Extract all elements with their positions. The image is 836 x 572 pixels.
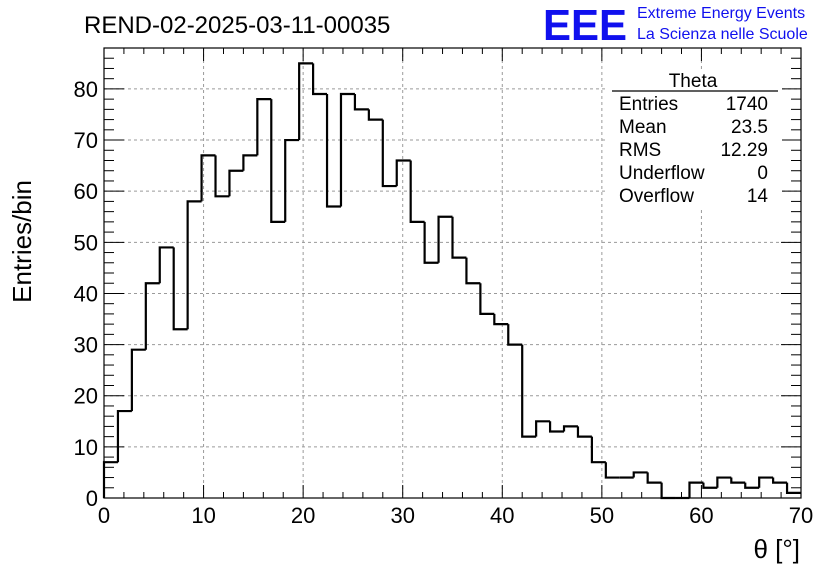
y-tick-label: 10 (74, 435, 98, 460)
stats-row-value: 23.5 (731, 117, 768, 138)
histogram-bin (423, 221, 439, 264)
histogram-bin (604, 462, 620, 479)
histogram-bin (507, 324, 523, 346)
histogram-bin (590, 436, 606, 464)
histogram-bins (102, 62, 801, 500)
stats-row-value: 1740 (726, 94, 768, 115)
y-tick-label: 0 (86, 486, 98, 511)
histogram-bin (479, 283, 495, 316)
histogram-bin (688, 481, 704, 498)
histogram-bin (325, 94, 341, 208)
histogram-bin (214, 155, 230, 198)
histogram-bin (409, 160, 425, 223)
x-tick-labels: 0 10 20 30 40 50 60 70 (98, 503, 813, 528)
y-tick-label: 50 (74, 230, 98, 255)
eee-logo: EEE Extreme Energy Events La Scienza nel… (543, 1, 808, 50)
histogram-bin (186, 200, 202, 330)
y-tick-label: 60 (74, 179, 98, 204)
histogram-bin (576, 426, 592, 438)
y-tick-label: 80 (74, 77, 98, 102)
histogram-bin (284, 138, 300, 222)
stats-row-label: Overflow (619, 186, 694, 207)
histogram-bin (242, 154, 258, 171)
histogram-bin (562, 425, 578, 432)
x-tick-label: 50 (590, 503, 614, 528)
histogram-bin (256, 98, 272, 156)
stats-box-rows: Entries 1740 Mean 23.5 RMS 12.29 Underflow 0 Ove… (619, 94, 768, 207)
x-tick-label: 0 (98, 503, 110, 528)
histogram-bin (744, 482, 760, 489)
histogram-bin (130, 348, 146, 412)
eee-logo-line1: Extreme Energy Events (637, 5, 805, 22)
histogram-bin (785, 482, 801, 494)
histogram-bin (395, 159, 411, 187)
histogram-bin (535, 420, 551, 437)
y-tick-label: 30 (74, 333, 98, 358)
histogram-bin (632, 471, 648, 478)
histogram-bin (116, 409, 132, 463)
histogram-bin (339, 92, 355, 207)
stats-row-label: Entries (619, 94, 678, 115)
histogram-bin (298, 62, 314, 141)
histogram-bin (437, 215, 453, 263)
histogram-bin (521, 344, 537, 438)
y-tick-label: 20 (74, 384, 98, 409)
eee-logo-line2: La Scienza nelle Scuole (637, 26, 808, 43)
chart-title: REND-02-2025-03-11-00035 (84, 12, 390, 39)
histogram-bin (367, 109, 383, 121)
histogram-bin (200, 154, 216, 202)
y-tick-labels: 0 10 20 30 40 50 60 70 80 (74, 77, 98, 511)
histogram-bin (312, 63, 328, 96)
histogram-bin (451, 216, 467, 259)
histogram-bin (646, 472, 662, 484)
stats-box-title: Theta (669, 71, 718, 92)
x-tick-label: 30 (390, 503, 414, 528)
stats-row-value: 12.29 (720, 140, 768, 161)
histogram-bin (493, 313, 509, 326)
histogram-bin (270, 99, 286, 223)
histogram-bin (158, 246, 174, 284)
histogram-bin (660, 482, 676, 500)
stats-row-label: Mean (619, 117, 667, 138)
y-tick-label: 70 (74, 128, 98, 153)
stats-row-value: 14 (747, 186, 769, 207)
histogram-bin (381, 119, 397, 188)
x-tick-label: 70 (789, 503, 813, 528)
x-tick-label: 20 (291, 503, 315, 528)
stats-box-background (608, 70, 782, 210)
histogram-bin (702, 482, 718, 489)
histogram-bin (548, 421, 565, 433)
x-tick-label: 60 (689, 503, 713, 528)
stats-row-label: RMS (619, 140, 661, 161)
stats-row-value: 0 (757, 163, 768, 184)
x-tick-label: 40 (490, 503, 514, 528)
y-axis-label: Entries/bin (7, 180, 37, 303)
histogram-bin (144, 282, 160, 350)
histogram-bin (353, 94, 369, 111)
histogram-bin (228, 169, 244, 197)
stats-box: Theta Entries 1740 Mean 23.5 RMS 12.29 Underfl… (608, 70, 782, 210)
y-tick-label: 40 (74, 281, 98, 306)
axis-ticks (103, 47, 802, 499)
histogram-bin (758, 476, 774, 488)
histogram-bin (716, 476, 732, 488)
histogram-bin (465, 257, 481, 285)
x-axis-label: θ [°] (753, 534, 800, 564)
histogram-bin (730, 477, 746, 484)
eee-logo-mark: EEE (543, 1, 627, 50)
stats-row-label: Underflow (619, 163, 705, 184)
x-tick-label: 10 (191, 503, 215, 528)
histogram-bin (172, 247, 188, 331)
histogram-bin (772, 477, 788, 484)
